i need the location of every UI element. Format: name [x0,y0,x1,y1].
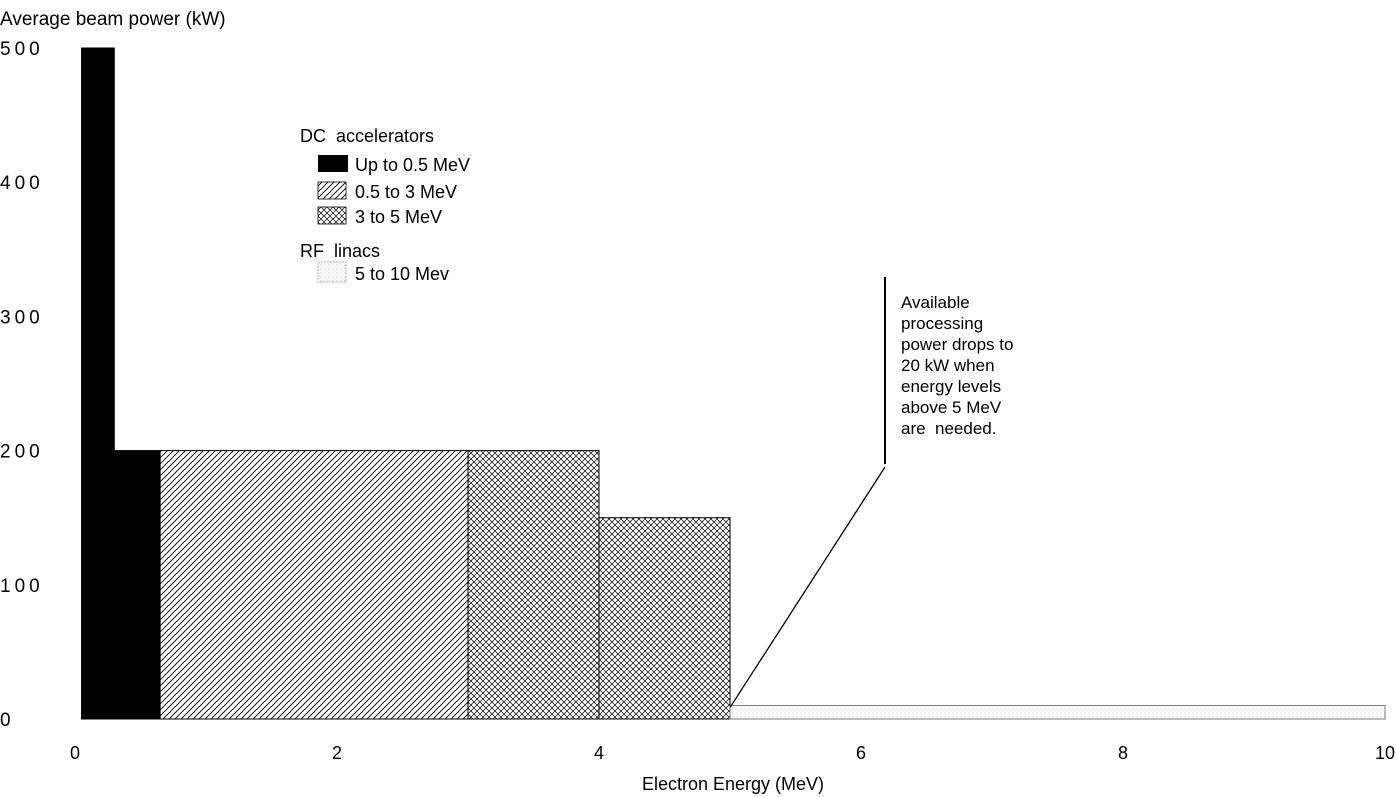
legend-entry-up-to-0-5: Up to 0.5 MeV [355,155,470,175]
legend-swatch-solid [318,155,348,172]
y-axis-label: Average beam power (kW) [0,9,226,30]
y-tick-label: 200 [0,442,44,463]
legend-entry-0-5-to-3: 0.5 to 3 MeV [355,182,457,202]
annotation-pointer-line [729,466,886,708]
legend-swatch-stipple [317,261,347,283]
x-axis-label: Electron Energy (MeV) [642,774,824,794]
x-tick-label: 2 [332,743,342,763]
x-tick-label: 8 [1118,743,1128,763]
chart-axes: 0 100 200 300 400 500 0 2 4 6 8 10 [0,39,1395,763]
y-tick-label: 0 [0,710,15,731]
annotation: Available processing power drops to 20 k… [729,277,1013,708]
bar-4-1 [729,705,1386,720]
annotation-line-7: are needed. [901,419,996,438]
bar-1-1 [81,47,115,720]
annotation-line-5: energy levels [901,377,1001,396]
legend-group-title-dc: DC accelerators [300,126,434,146]
chart-bars [81,47,1386,720]
legend-group-title-rf: RF linacs [300,241,380,261]
annotation-line-2: processing [901,314,983,333]
bar-2-1 [159,450,469,720]
annotation-line-1: Available [901,293,970,312]
y-tick-label: 500 [0,39,44,60]
legend-entry-3-to-5: 3 to 5 MeV [355,207,442,227]
x-tick-label: 4 [594,743,604,763]
bar-1-2 [113,450,161,720]
y-tick-label: 100 [0,576,44,597]
legend-swatch-diagonal [317,181,347,200]
y-tick-label: 300 [0,307,44,328]
bar-3-1 [467,450,600,720]
annotation-line-4: 20 kW when [901,356,995,375]
annotation-line-6: above 5 MeV [901,398,1002,417]
x-tick-label: 0 [70,743,80,763]
annotation-line-3: power drops to [901,335,1013,354]
legend: DC accelerators Up to 0.5 MeV 0.5 to 3 M… [300,126,470,284]
y-tick-label: 400 [0,173,44,194]
x-tick-label: 6 [856,743,866,763]
legend-swatch-cross [317,206,347,225]
legend-entry-5-to-10: 5 to 10 Mev [355,264,449,284]
x-tick-label: 10 [1375,743,1395,763]
bar-3-2 [598,517,731,720]
